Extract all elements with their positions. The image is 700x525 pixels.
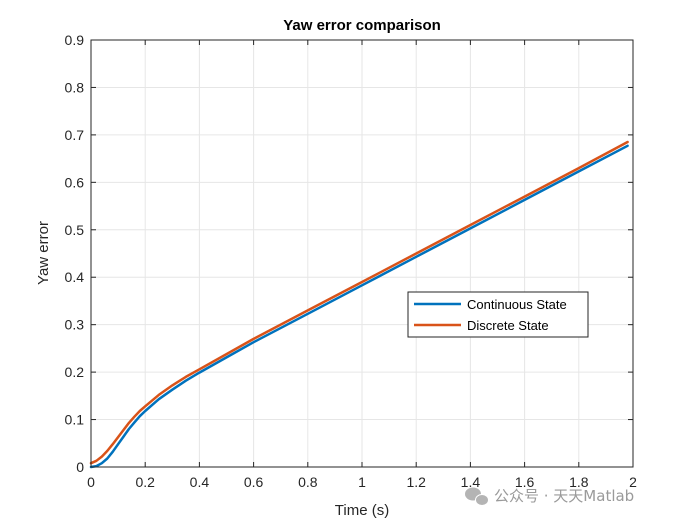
x-tick-label: 1.4 <box>461 474 481 490</box>
chart-title: Yaw error comparison <box>283 17 441 34</box>
y-tick-label: 0.5 <box>65 222 85 238</box>
y-tick-label: 0 <box>76 459 84 475</box>
x-tick-label: 0.6 <box>244 474 264 490</box>
legend: Continuous State Discrete State <box>407 291 589 338</box>
x-tick-labels: 0 0.2 0.4 0.6 0.8 1 1.2 1.4 1.6 1.8 2 <box>87 474 637 490</box>
x-tick-label: 0 <box>87 474 95 490</box>
x-tick-label: 2 <box>629 474 637 490</box>
series-line-continuous-state <box>89 144 629 469</box>
x-tick-label: 0.8 <box>298 474 318 490</box>
series-lines <box>89 140 629 469</box>
y-tick-label: 0.7 <box>65 127 85 143</box>
y-tick-label: 0.2 <box>65 364 85 380</box>
x-tick-label: 1 <box>358 474 366 490</box>
x-tick-label: 1.2 <box>406 474 426 490</box>
legend-label-continuous-state: Continuous State <box>467 297 567 312</box>
x-tick-label: 0.4 <box>190 474 210 490</box>
y-tick-label: 0.9 <box>65 32 85 48</box>
x-tick-label: 1.8 <box>569 474 589 490</box>
y-axis-label: Yaw error <box>35 221 52 285</box>
y-tick-label: 0.8 <box>65 79 85 95</box>
watermark: 公众号 · 天天Matlab <box>465 487 634 506</box>
y-tick-label: 0.1 <box>65 412 85 428</box>
y-tick-label: 0.6 <box>65 174 85 190</box>
y-tick-label: 0.3 <box>65 317 85 333</box>
legend-label-discrete-state: Discrete State <box>467 318 549 333</box>
y-tick-labels: 0 0.1 0.2 0.3 0.4 0.5 0.6 0.7 0.8 0.9 <box>65 32 85 475</box>
y-tick-label: 0.4 <box>65 269 85 285</box>
x-axis-label: Time (s) <box>335 502 389 519</box>
wechat-icon <box>465 487 489 506</box>
x-tick-label: 1.6 <box>515 474 535 490</box>
axis-ticks <box>90 39 634 468</box>
series-line-discrete-state <box>89 140 629 465</box>
legend-box <box>407 291 589 338</box>
x-tick-label: 0.2 <box>135 474 155 490</box>
watermark-text: 公众号 · 天天Matlab <box>494 487 634 505</box>
